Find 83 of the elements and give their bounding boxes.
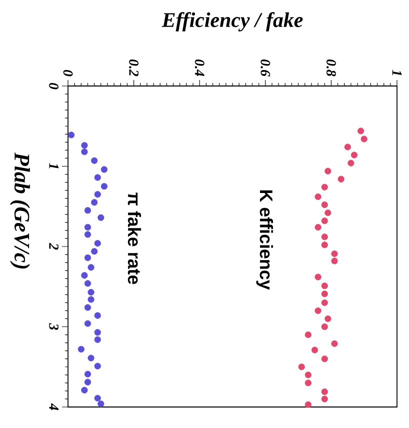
y-tick-label: 4 — [49, 403, 58, 410]
point — [91, 248, 98, 255]
point — [78, 346, 84, 353]
x-tick-label: 0 — [63, 70, 73, 76]
point — [88, 264, 94, 271]
point — [84, 207, 92, 214]
point — [91, 157, 98, 164]
point — [81, 272, 88, 279]
point — [324, 210, 332, 216]
point — [324, 168, 332, 174]
point — [314, 274, 322, 280]
point — [314, 224, 322, 231]
point — [94, 174, 101, 181]
point — [321, 242, 328, 248]
point — [81, 386, 88, 394]
point — [84, 231, 92, 238]
point — [321, 356, 328, 362]
point — [81, 142, 88, 149]
point — [321, 396, 328, 402]
point — [98, 400, 104, 408]
point — [324, 315, 332, 322]
point — [350, 152, 358, 158]
text: K efficiency — [256, 190, 273, 290]
point — [84, 280, 92, 287]
point — [331, 258, 338, 264]
point — [311, 346, 318, 354]
point — [360, 136, 368, 142]
y-tick-label: 1 — [49, 163, 58, 168]
point — [94, 240, 101, 247]
point — [304, 401, 312, 408]
point — [321, 218, 328, 224]
point — [94, 394, 101, 402]
point — [338, 176, 344, 182]
point — [314, 307, 322, 314]
point — [81, 148, 88, 156]
x-tick-label: 0.8 — [326, 60, 336, 76]
x-tick-label: 0.4 — [194, 60, 204, 76]
point — [321, 388, 328, 396]
point — [84, 378, 92, 386]
point — [321, 234, 328, 240]
point — [321, 184, 328, 190]
point — [94, 329, 101, 336]
point — [88, 288, 94, 296]
point — [344, 144, 351, 150]
point — [321, 282, 328, 290]
point — [331, 340, 338, 347]
point — [304, 380, 312, 386]
point — [84, 370, 92, 378]
point — [304, 331, 312, 338]
y-tick-label: 2 — [49, 242, 58, 250]
x-axis-title: Efficiency / fake — [162, 12, 303, 32]
point — [84, 320, 92, 327]
point — [100, 166, 108, 173]
point — [84, 224, 92, 231]
x-tick-label: 1 — [392, 70, 402, 76]
point — [98, 214, 104, 221]
x-tick-label: 0.2 — [129, 60, 139, 76]
point — [331, 250, 338, 258]
point — [91, 199, 98, 206]
point — [321, 290, 328, 298]
text: π fake rate — [128, 192, 142, 284]
point — [68, 132, 75, 138]
point — [94, 336, 101, 343]
point — [298, 364, 305, 370]
point — [88, 354, 94, 362]
point — [304, 372, 312, 378]
y-axis-title: Plab (GeV/c) — [10, 152, 30, 269]
point — [321, 201, 328, 208]
point — [314, 193, 322, 200]
point — [100, 183, 108, 190]
point — [88, 296, 94, 303]
y-tick-label: 3 — [49, 323, 58, 330]
point — [321, 323, 328, 330]
point — [94, 312, 101, 319]
point — [358, 128, 364, 134]
point — [321, 299, 328, 306]
point — [348, 160, 354, 166]
point — [84, 254, 92, 262]
point — [84, 304, 92, 311]
point — [94, 362, 101, 370]
y-tick-label: 0 — [49, 83, 58, 90]
point — [94, 191, 101, 198]
x-tick-label: 0.6 — [260, 60, 270, 76]
